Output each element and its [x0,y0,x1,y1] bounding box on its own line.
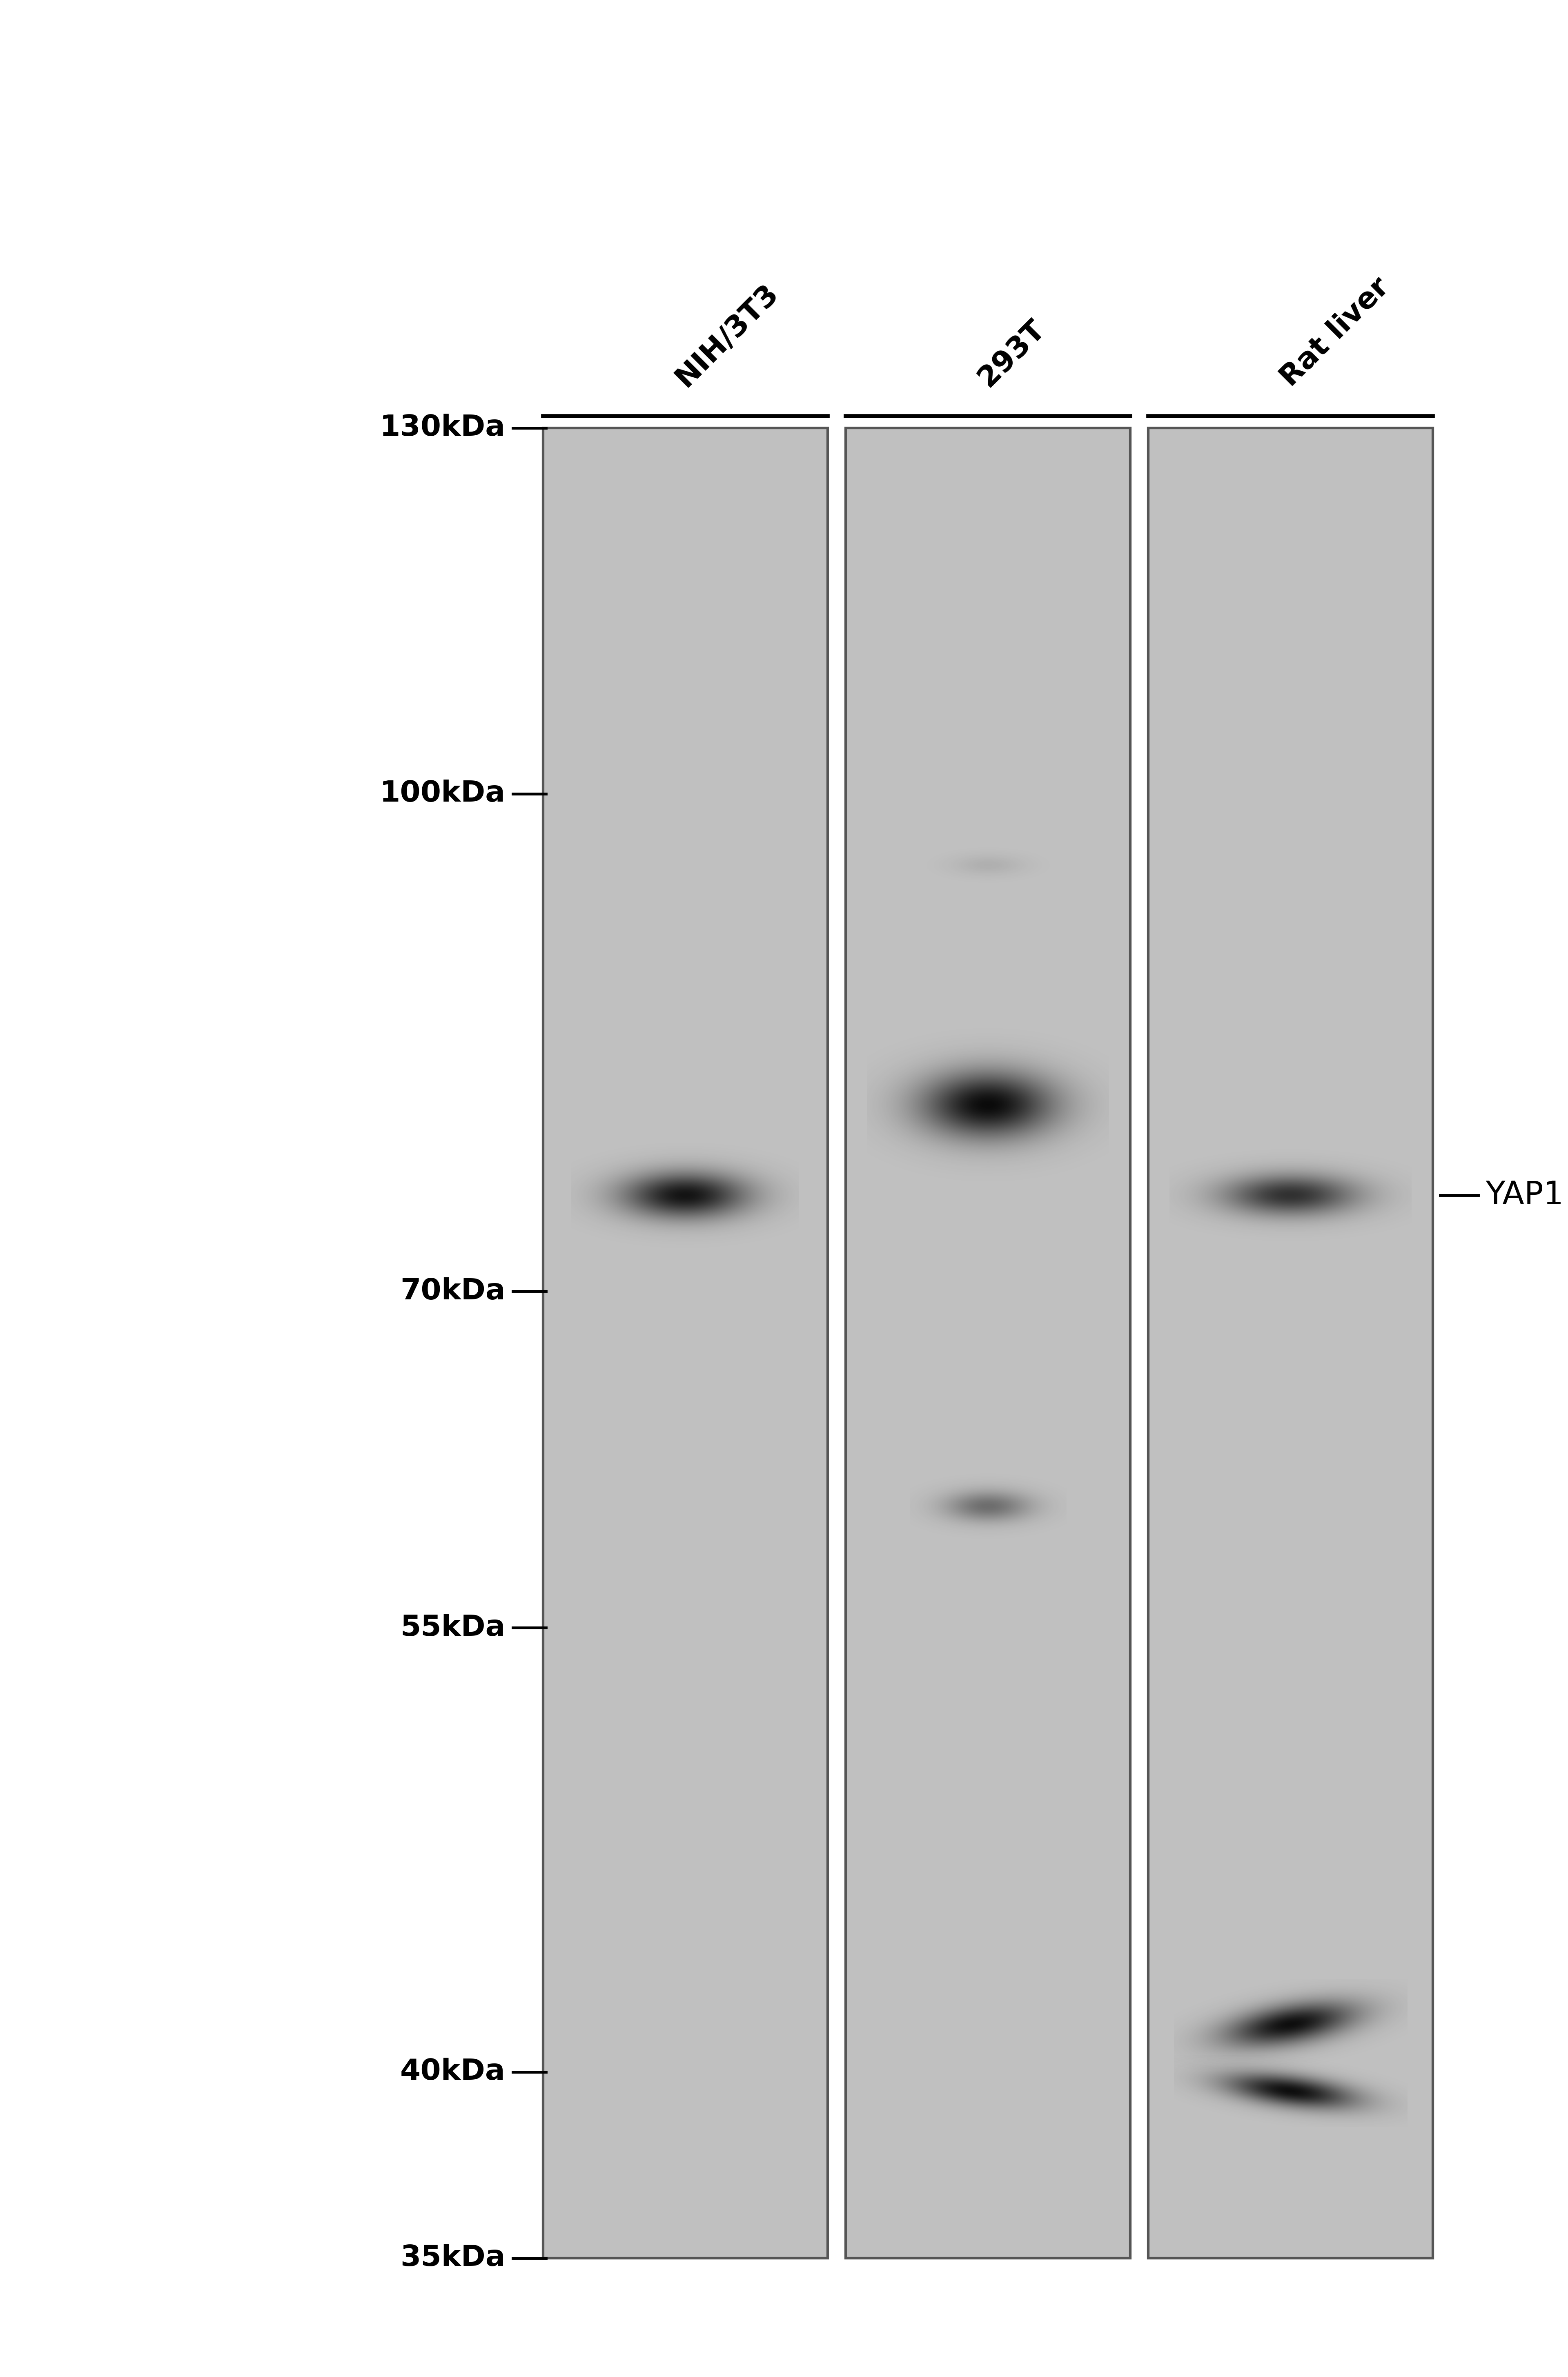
Text: 55kDa: 55kDa [400,1614,505,1643]
FancyBboxPatch shape [543,428,828,2258]
Text: YAP1: YAP1 [1485,1179,1563,1210]
Text: 100kDa: 100kDa [379,780,505,808]
FancyBboxPatch shape [845,428,1131,2258]
FancyBboxPatch shape [1148,428,1433,2258]
Text: 35kDa: 35kDa [400,2244,505,2272]
Text: 40kDa: 40kDa [400,2058,505,2087]
Text: NIH/3T3: NIH/3T3 [670,278,784,392]
Text: 70kDa: 70kDa [400,1276,505,1305]
Text: 293T: 293T [972,314,1051,392]
Text: 130kDa: 130kDa [379,414,505,442]
Text: Rat liver: Rat liver [1275,273,1396,392]
